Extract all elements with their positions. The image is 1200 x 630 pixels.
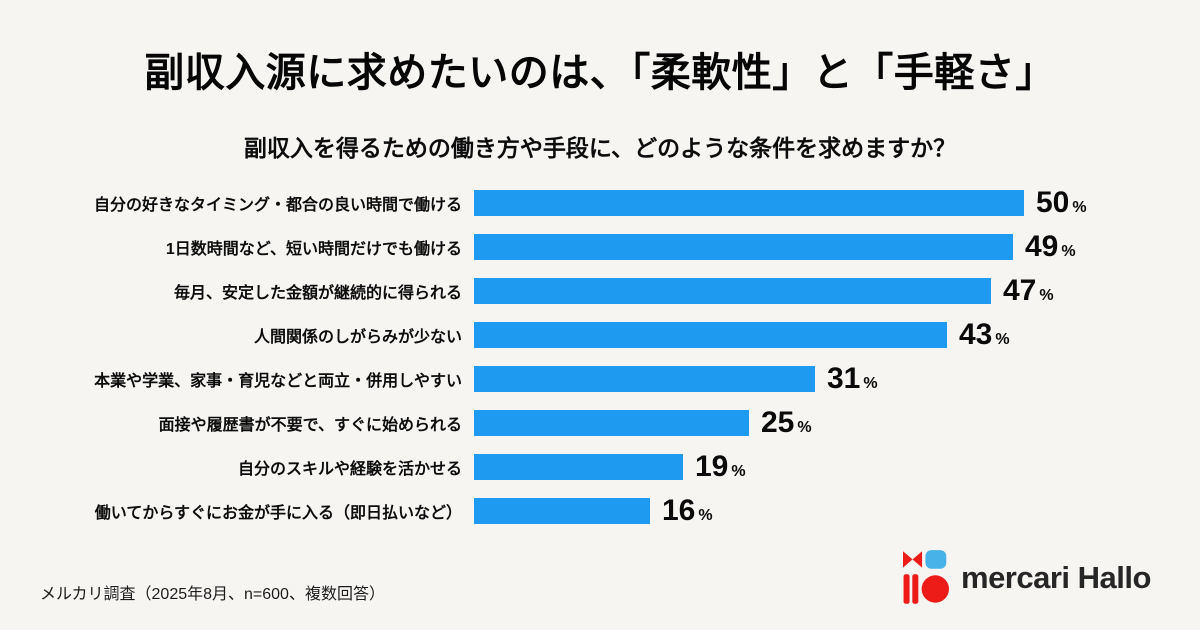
value-unit: % [797,419,812,436]
value-number: 19 [695,450,729,483]
value-label: 31% [827,364,878,394]
category-label: 働いてからすぐにお金が手に入る（即日払いなど） [94,505,462,522]
category-label: 自分のスキルや経験を活かせる [237,461,462,478]
value-number: 50 [1036,186,1070,219]
bar [474,322,947,348]
category-label: 面接や履歴書が不要で、すぐに始められる [158,417,462,434]
bar [474,410,749,436]
value-unit: % [1061,243,1076,260]
category-label: 1日数時間など、短い時間だけでも働ける [165,241,462,258]
value-label: 19% [695,452,746,482]
value-number: 49 [1025,230,1059,263]
value-number: 31 [827,362,861,395]
value-number: 16 [662,494,696,527]
bar-row: 自分のスキルや経験を活かせる 19% [30,445,1180,489]
bar [474,190,1024,216]
value-number: 25 [761,406,795,439]
category-label: 人間関係のしがらみが少ない [253,329,462,346]
category-label: 毎月、安定した金額が継続的に得られる [173,285,462,302]
bar-row: 毎月、安定した金額が継続的に得られる 47% [30,269,1180,313]
chart-question-subtitle: 副収入を得るための働き方や手段に、どのような条件を求めますか？ [243,135,957,161]
value-label: 50% [1036,188,1087,218]
bar [474,278,991,304]
page-title: 副収入源に求めたいのは、「柔軟性」と「手軽さ」 [144,51,1056,95]
mercari-hallo-logo-icon [903,550,949,604]
value-label: 16% [662,496,713,526]
value-label: 25% [761,408,812,438]
value-unit: % [1072,199,1087,216]
bar-row: 1日数時間など、短い時間だけでも働ける 49% [30,225,1180,269]
bar-row: 人間関係のしがらみが少ない 43% [30,313,1180,357]
value-unit: % [863,375,878,392]
bar [474,234,1013,260]
value-unit: % [995,331,1010,348]
value-number: 43 [959,318,993,351]
bar [474,454,683,480]
value-unit: % [731,463,746,480]
value-label: 49% [1025,232,1076,262]
category-label: 自分の好きなタイミング・都合の良い時間で働ける [93,197,462,214]
value-unit: % [1039,287,1054,304]
bar-row: 本業や学業、家事・育児などと両立・併用しやすい 31% [30,357,1180,401]
mercari-hallo-logo: mercari Hallo [903,550,1151,605]
value-label: 47% [1003,276,1054,306]
bar-row: 自分の好きなタイミング・都合の良い時間で働ける 50% [30,181,1180,225]
bar [474,498,650,524]
bar-chart: 自分の好きなタイミング・都合の良い時間で働ける 50% 1日数時間など、短い時間… [30,181,1180,533]
survey-source-note: メルカリ調査（2025年8月、n=600、複数回答） [40,586,385,603]
bar-row: 働いてからすぐにお金が手に入る（即日払いなど） 16% [30,489,1180,533]
bar [474,366,815,392]
value-number: 47 [1003,274,1037,307]
value-unit: % [698,507,713,524]
bar-row: 面接や履歴書が不要で、すぐに始められる 25% [30,401,1180,445]
category-label: 本業や学業、家事・育児などと両立・併用しやすい [94,373,462,390]
value-label: 43% [959,320,1010,350]
mercari-hallo-wordmark: mercari Hallo [961,559,1151,595]
